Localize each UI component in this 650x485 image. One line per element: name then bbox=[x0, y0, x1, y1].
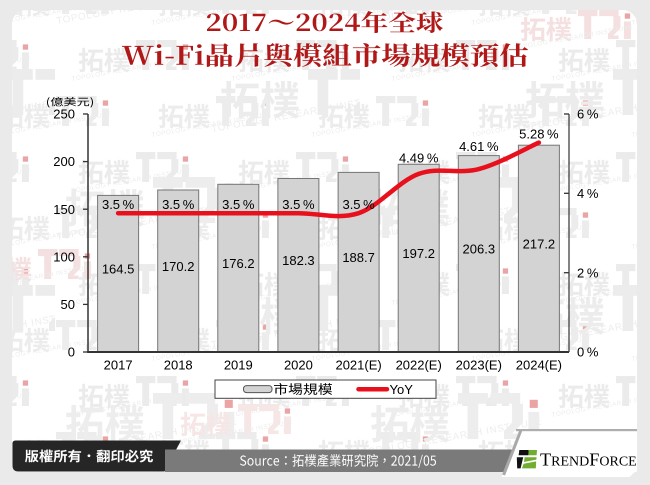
svg-text:TRENDFORCE: TRENDFORCE bbox=[540, 450, 637, 470]
svg-text:5.28 %: 5.28 % bbox=[519, 127, 559, 142]
svg-text:2022(E): 2022(E) bbox=[396, 358, 442, 373]
svg-text:2021(E): 2021(E) bbox=[335, 358, 381, 373]
svg-text:182.3: 182.3 bbox=[282, 253, 315, 268]
svg-text:2017: 2017 bbox=[104, 358, 133, 373]
svg-text:YoY: YoY bbox=[390, 382, 414, 397]
svg-text:3.5 %: 3.5 % bbox=[342, 197, 375, 212]
svg-text:3.5 %: 3.5 % bbox=[222, 197, 255, 212]
svg-text:3.5 %: 3.5 % bbox=[162, 197, 195, 212]
svg-text:250: 250 bbox=[53, 107, 75, 122]
svg-text:4.61 %: 4.61 % bbox=[459, 139, 499, 154]
svg-text:2023(E): 2023(E) bbox=[456, 358, 502, 373]
svg-text:176.2: 176.2 bbox=[222, 256, 255, 271]
svg-text:2019: 2019 bbox=[224, 358, 253, 373]
svg-text:150: 150 bbox=[53, 202, 75, 217]
svg-text:2020: 2020 bbox=[284, 358, 313, 373]
svg-text:217.2: 217.2 bbox=[523, 237, 556, 252]
svg-text:6 %: 6 % bbox=[577, 107, 599, 122]
svg-text:0: 0 bbox=[68, 345, 75, 360]
svg-text:4 %: 4 % bbox=[577, 186, 599, 201]
svg-text:206.3: 206.3 bbox=[463, 242, 496, 257]
svg-text:197.2: 197.2 bbox=[402, 246, 435, 261]
svg-text:200: 200 bbox=[53, 154, 75, 169]
svg-text:100: 100 bbox=[53, 249, 75, 264]
svg-text:0 %: 0 % bbox=[577, 345, 599, 360]
svg-text:3.5 %: 3.5 % bbox=[282, 197, 315, 212]
svg-text:2024(E): 2024(E) bbox=[516, 358, 562, 373]
svg-text:50: 50 bbox=[61, 297, 75, 312]
svg-text:4.49 %: 4.49 % bbox=[399, 150, 439, 165]
svg-text:2018: 2018 bbox=[164, 358, 193, 373]
svg-text:188.7: 188.7 bbox=[342, 250, 375, 265]
svg-text:2 %: 2 % bbox=[577, 265, 599, 280]
svg-text:3.5 %: 3.5 % bbox=[102, 197, 135, 212]
svg-text:164.5: 164.5 bbox=[102, 262, 135, 277]
svg-text:170.2: 170.2 bbox=[162, 259, 195, 274]
